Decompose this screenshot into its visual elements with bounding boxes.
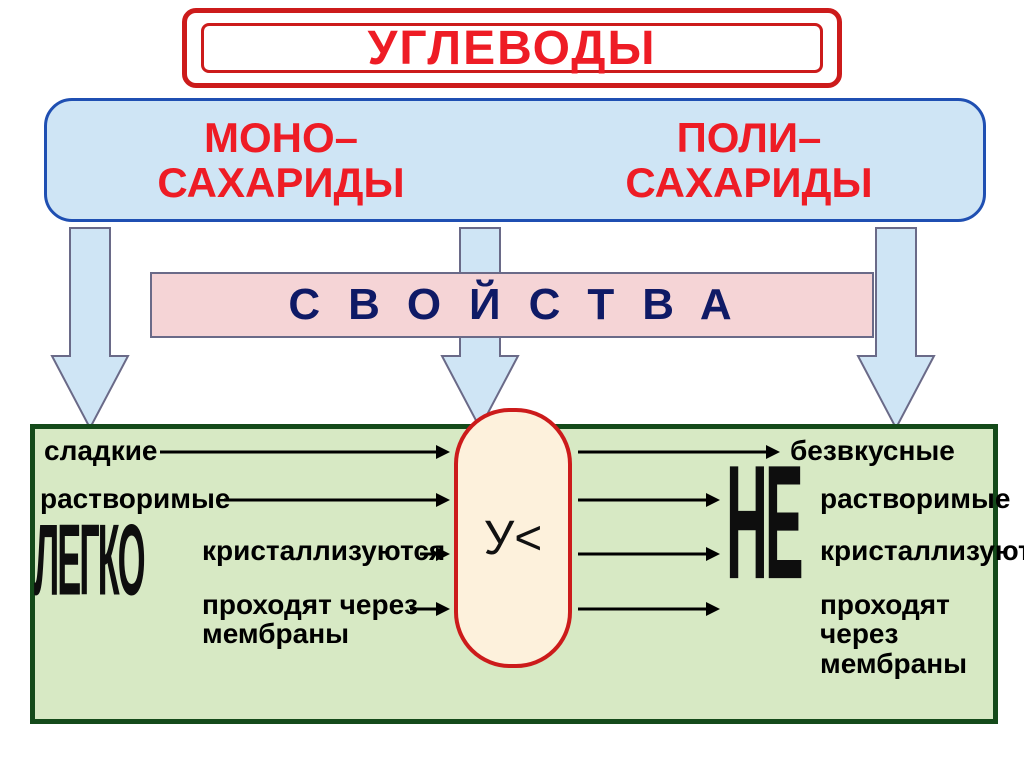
left-membrane: проходят через мембраны <box>202 590 418 649</box>
big-word-not-text: НЕ <box>726 430 801 618</box>
big-word-easily: ЛЕГКО <box>34 540 144 582</box>
left-sweet: сладкие <box>44 436 158 465</box>
left-membrane-b: мембраны <box>202 618 349 649</box>
left-crystalize: кристаллизуются <box>202 536 445 565</box>
diagram-stage: УГЛЕВОДЫ МОНО– САХАРИДЫ ПОЛИ– САХАРИДЫ С… <box>0 0 1024 768</box>
right-membrane-b: мембраны <box>820 648 967 679</box>
right-membrane: проходят через мембраны <box>820 590 1024 678</box>
prop-arrow-head-1 <box>436 493 450 507</box>
big-word-not: НЕ <box>726 490 801 557</box>
prop-arrow-head-6 <box>706 547 720 561</box>
capsule-text: У< <box>484 511 543 566</box>
prop-arrow-head-3 <box>436 602 450 616</box>
right-tasteless: безвкусные <box>790 436 955 465</box>
right-crystalize: кристаллизуются <box>820 536 1024 565</box>
right-soluble: растворимые <box>820 484 1010 513</box>
prop-arrow-head-5 <box>706 493 720 507</box>
big-word-easily-text: ЛЕГКО <box>34 502 144 620</box>
right-membrane-a: проходят через <box>820 589 950 649</box>
prop-arrow-head-0 <box>436 445 450 459</box>
prop-arrow-head-7 <box>706 602 720 616</box>
left-membrane-a: проходят через <box>202 589 418 620</box>
center-capsule: У< <box>454 408 572 668</box>
